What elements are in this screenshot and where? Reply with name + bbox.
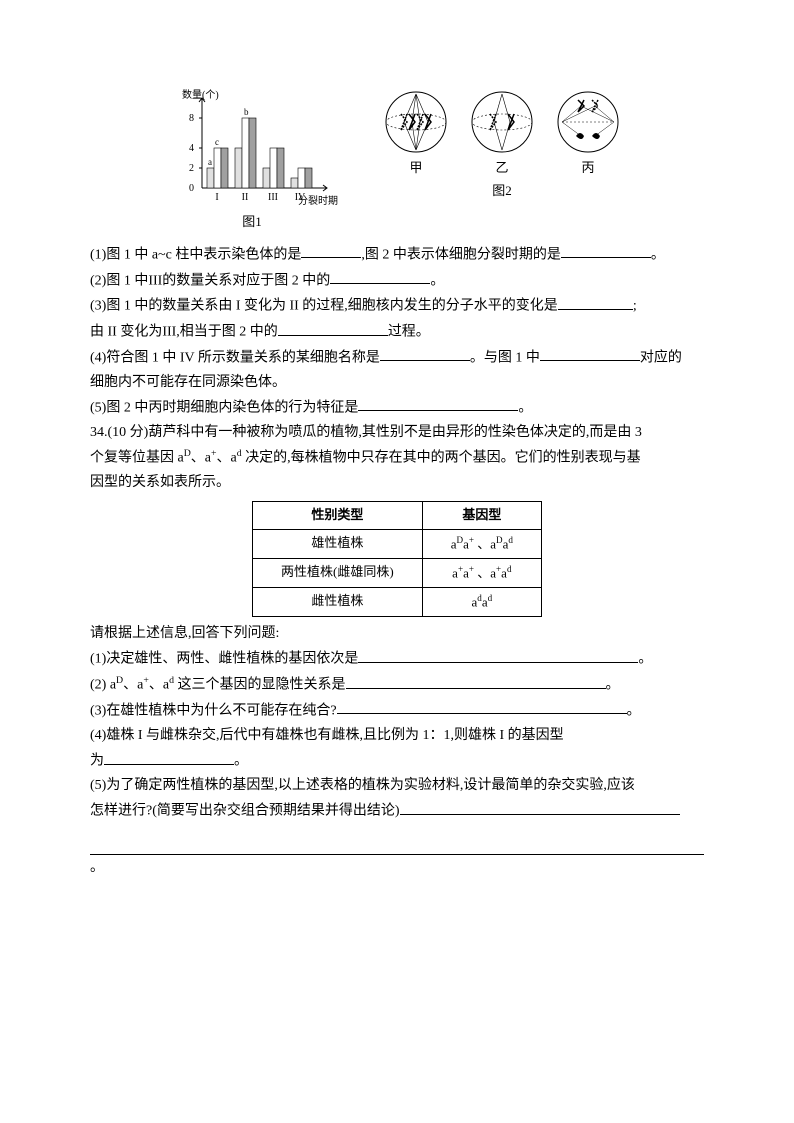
cell-label-yi: 乙 [495, 158, 508, 179]
sq4-l2-prefix: 为 [90, 754, 104, 769]
blank [540, 346, 640, 361]
bar-chart-svg: 0 2 4 8 数量(个) a c I b II III [172, 88, 332, 208]
q3-l2-tail: 过程。 [388, 325, 430, 340]
q4-l1-prefix: (4)符合图 1 中 IV 所示数量关系的某细胞名称是 [90, 350, 380, 365]
fig2-caption: 图2 [492, 181, 512, 202]
blank [104, 749, 234, 764]
blank [278, 320, 388, 335]
cell-label-bing: 丙 [581, 158, 594, 179]
q4-l2: 细胞内不可能存在同源染色体。 [90, 372, 704, 394]
figure-1: 0 2 4 8 数量(个) a c I b II III [172, 88, 332, 233]
blank [301, 243, 361, 258]
long-blank [90, 841, 704, 855]
q1: (1)图 1 中 a~c 柱中表示染色体的是 ,图 2 中表示体细胞分裂时期的是 。 [90, 243, 704, 267]
q2-tail: 。 [430, 273, 444, 288]
table-row: 雄性植株 aDa+ 、aDad [253, 529, 542, 558]
q34-intro-l2: 个复等位基因 aD、a+、ad 决定的,每株植物中只存在其中的两个基因。它们的性… [90, 446, 704, 470]
q2-prefix: (2)图 1 中III的数量关系对应于图 2 中的 [90, 273, 330, 288]
sq2: (2) aD、a+、ad 这三个基因的显隐性关系是。 [90, 673, 704, 697]
blank [330, 269, 430, 284]
q1-mid: ,图 2 中表示体细胞分裂时期的是 [361, 247, 561, 262]
q5: (5)图 2 中丙时期细胞内染色体的行为特征是 。 [90, 396, 704, 420]
blank [337, 699, 627, 714]
sq1-tail: 。 [638, 652, 652, 667]
table-header-row: 性别类型 基因型 [253, 501, 542, 529]
q5-prefix: (5)图 2 中丙时期细胞内染色体的行为特征是 [90, 400, 358, 415]
q3-l1-tail: ; [633, 299, 637, 314]
blank [346, 673, 606, 688]
blank [358, 396, 518, 411]
sq1: (1)决定雄性、两性、雌性植株的基因依次是 。 [90, 647, 704, 671]
svg-text:0: 0 [189, 183, 194, 194]
q34-l2-pre: 个复等位基因 a [90, 451, 184, 466]
sq2-tail: 。 [606, 678, 620, 693]
cell-geno: a+a+ 、a+ad [422, 558, 541, 587]
blank [358, 647, 638, 662]
figure-2: 甲 乙 [382, 88, 622, 233]
svg-text:c: c [215, 137, 219, 147]
q4-l1-mid: 。与图 1 中 [470, 350, 540, 365]
svg-text:III: III [268, 192, 278, 203]
cell-geno: aDa+ 、aDad [422, 529, 541, 558]
q34-intro-l1: 34.(10 分)葫芦科中有一种被称为喷瓜的植物,其性别不是由异形的性染色体决定… [90, 422, 704, 444]
q3-l2-prefix: 由 II 变化为III,相当于图 2 中的 [90, 325, 278, 340]
sq4-l2-tail: 。 [234, 754, 248, 769]
sq3-tail: 。 [627, 703, 641, 718]
svg-text:2: 2 [189, 163, 194, 174]
svg-text:b: b [244, 107, 249, 117]
sq5-l2: 怎样进行?(简要写出杂交组合预期结果并得出结论) [90, 799, 704, 823]
svg-text:I: I [215, 192, 218, 203]
genotype-table: 性别类型 基因型 雄性植株 aDa+ 、aDad 两性植株(雌雄同株) a+a+… [252, 501, 542, 617]
sq5-l1: (5)为了确定两性植株的基因型,以上述表格的植株为实验材料,设计最简单的杂交实验… [90, 775, 704, 797]
q1-prefix: (1)图 1 中 a~c 柱中表示染色体的是 [90, 247, 301, 262]
q3-l1: (3)图 1 中的数量关系由 I 变化为 II 的过程,细胞核内发生的分子水平的… [90, 294, 704, 318]
th-geno: 基因型 [422, 501, 541, 529]
blank [400, 799, 680, 814]
figures-row: 0 2 4 8 数量(个) a c I b II III [90, 88, 704, 233]
fig1-caption: 图1 [242, 212, 262, 233]
cell-geno: adad [422, 587, 541, 616]
sq1-prefix: (1)决定雄性、两性、雌性植株的基因依次是 [90, 652, 358, 667]
cells-row: 甲 乙 [382, 88, 622, 179]
cell-type: 雌性植株 [253, 587, 423, 616]
blank [380, 346, 470, 361]
q4-l1-tail: 对应的 [640, 350, 682, 365]
svg-text:数量(个): 数量(个) [182, 88, 219, 101]
q34-l2-mid: 决定的,每株植物中只存在其中的两个基因。它们的性别表现与基 [242, 451, 641, 466]
q3-l1-prefix: (3)图 1 中的数量关系由 I 变化为 II 的过程,细胞核内发生的分子水平的… [90, 299, 558, 314]
q1-tail: 。 [651, 247, 665, 262]
q34-intro-l3: 因型的关系如表所示。 [90, 472, 704, 494]
final-period: 。 [90, 857, 704, 879]
blank [558, 294, 633, 309]
sq3: (3)在雄性植株中为什么不可能存在纯合? 。 [90, 699, 704, 723]
cell-type: 两性植株(雌雄同株) [253, 558, 423, 587]
blank [561, 243, 651, 258]
th-type: 性别类型 [253, 501, 423, 529]
sq4-l1: (4)雄株 I 与雌株杂交,后代中有雄株也有雌株,且比例为 1：1,则雄株 I … [90, 725, 704, 747]
cell-type: 雄性植株 [253, 529, 423, 558]
sq5-l2-prefix: 怎样进行?(简要写出杂交组合预期结果并得出结论) [90, 804, 400, 819]
svg-text:II: II [242, 192, 249, 203]
table-row: 两性植株(雌雄同株) a+a+ 、a+ad [253, 558, 542, 587]
cell-label-jia: 甲 [409, 158, 422, 179]
prompt: 请根据上述信息,回答下列问题: [90, 623, 704, 645]
cell-jia: 甲 [382, 88, 450, 179]
xlabel: 分裂时期 [298, 194, 338, 210]
cell-yi: 乙 [468, 88, 536, 179]
svg-text:8: 8 [189, 113, 194, 124]
table-row: 雌性植株 adad [253, 587, 542, 616]
q4-l1: (4)符合图 1 中 IV 所示数量关系的某细胞名称是 。与图 1 中 对应的 [90, 346, 704, 370]
sq3-prefix: (3)在雄性植株中为什么不可能存在纯合? [90, 703, 337, 718]
svg-text:a: a [208, 157, 212, 167]
q3-l2: 由 II 变化为III,相当于图 2 中的 过程。 [90, 320, 704, 344]
sq4-l2: 为。 [90, 749, 704, 773]
svg-text:4: 4 [189, 143, 194, 154]
q5-tail: 。 [518, 400, 532, 415]
cell-bing: 丙 [554, 88, 622, 179]
q2: (2)图 1 中III的数量关系对应于图 2 中的 。 [90, 269, 704, 293]
